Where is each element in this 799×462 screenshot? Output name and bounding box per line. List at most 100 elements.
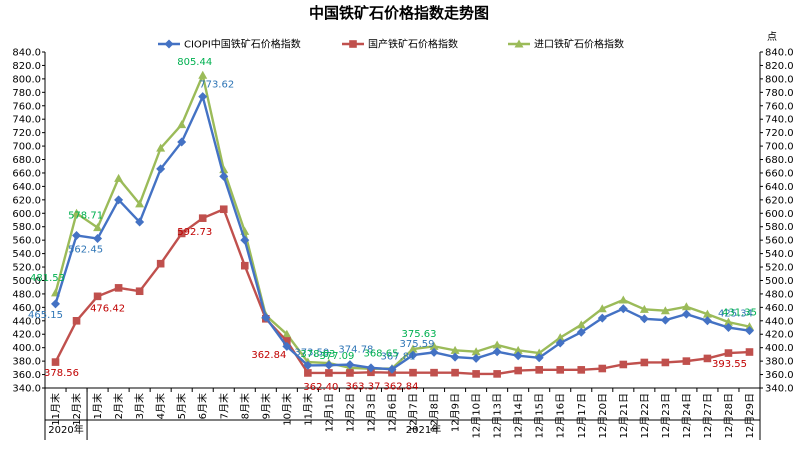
triangle-marker [639,304,649,313]
diamond-marker [723,323,733,333]
triangle-marker [514,39,524,48]
data-label: 375.63 [402,329,437,340]
square-marker [135,287,144,296]
x-tick-label: 6月末 [196,393,209,419]
right-tick-label: 680.0 [765,155,794,166]
triangle-marker [534,348,544,357]
diamond-marker [93,234,103,244]
diamond-marker [282,341,292,351]
diamond-marker [72,230,82,240]
diamond-marker [114,195,124,205]
data-label: 362.84 [384,382,419,393]
left-tick-label: 540.0 [12,249,41,260]
left-tick-label: 760.0 [12,101,41,112]
chart-title: 中国铁矿石价格指数走势图 [309,4,489,22]
right-tick-label: 380.0 [765,357,794,368]
diamond-marker [303,360,313,370]
x-tick-label: 12月9日 [450,393,462,432]
x-tick-label: 11月末 [301,393,314,426]
plot-area [51,70,754,378]
right-tick-label: 620.0 [765,195,794,206]
data-label: 425.34 [718,309,753,320]
right-tick-label: 560.0 [765,236,794,247]
square-marker [598,364,607,373]
right-tick-label: 340.0 [765,384,794,395]
square-marker [577,366,586,374]
year-group-label: 2021年 [406,423,441,436]
square-marker [430,368,438,377]
left-tick-label: 580.0 [12,222,41,233]
series-line [54,71,750,370]
diamond-marker [660,315,670,325]
right-tick-label: 520.0 [765,263,794,274]
right-tick-label: 400.0 [765,343,794,354]
triangle-marker [156,143,166,152]
triangle-marker [492,340,502,349]
x-tick-label: 12月14日 [513,393,525,438]
data-label: 373.59 [294,347,329,358]
left-tick-label: 600.0 [12,209,41,220]
left-tick-label: 700.0 [12,142,41,153]
legend-entry: 进口铁矿石价格指数 [534,38,624,51]
data-label: 375.59 [400,339,435,350]
diamond-marker [450,352,460,362]
square-marker [724,349,733,357]
x-tick-label: 12月27日 [702,393,714,438]
diamond-marker [366,363,376,373]
left-tick-label: 740.0 [12,115,41,126]
right-tick-label: 600.0 [765,209,794,220]
square-marker [325,369,333,377]
diamond-marker [471,353,481,363]
diamond-marker [597,313,607,323]
square-marker [240,261,249,270]
triangle-marker [114,173,124,182]
x-tick-label: 3月末 [133,393,146,419]
triangle-marker [723,317,733,326]
diamond-marker [345,360,355,370]
left-tick-label: 440.0 [12,316,41,327]
right-tick-label: 440.0 [765,316,794,327]
data-label: 431.35 [722,308,757,319]
x-tick-label: 4月末 [154,393,167,419]
triangle-marker [702,309,712,318]
x-tick-label: 12月2日 [344,393,356,432]
right-tick-label: 660.0 [765,168,794,179]
data-label: 362.84 [251,350,286,361]
left-tick-label: 680.0 [12,155,41,166]
left-tick-label: 780.0 [12,88,41,99]
x-tick-label: 12月7日 [408,393,420,432]
x-tick-label: 12月15日 [534,393,546,438]
triangle-marker [177,120,187,129]
x-tick-label: 12月末 [70,393,83,426]
x-tick-label: 2月末 [112,393,125,419]
x-tick-label: 5月末 [175,393,188,419]
data-label: 378.63 [300,349,335,360]
right-tick-label: 720.0 [765,128,794,139]
diamond-marker [261,312,271,322]
triangle-marker [450,345,460,354]
square-marker [177,229,186,238]
right-tick-label: 540.0 [765,249,794,260]
data-label: 805.44 [177,57,212,68]
x-tick-label: 12月28日 [723,393,735,438]
right-tick-label: 740.0 [765,115,794,126]
x-tick-label: 8月末 [238,393,251,419]
left-tick-label: 500.0 [12,276,41,287]
square-marker [514,366,522,375]
right-tick-label: 640.0 [765,182,794,193]
square-marker [493,370,501,378]
left-tick-label: 840.0 [12,48,41,59]
legend-entry: 国产铁矿石价格指数 [368,38,458,51]
triangle-marker [429,341,439,350]
data-label: 578.71 [68,211,103,222]
left-tick-label: 400.0 [12,343,41,354]
diamond-marker [51,299,61,309]
diamond-marker [135,217,145,227]
x-tick-label: 12月21日 [618,393,630,438]
series-line [54,93,750,371]
data-label: 374.78 [338,345,373,356]
diamond-marker [555,338,565,348]
left-tick-label: 660.0 [12,168,41,179]
data-label: 465.15 [28,310,63,321]
